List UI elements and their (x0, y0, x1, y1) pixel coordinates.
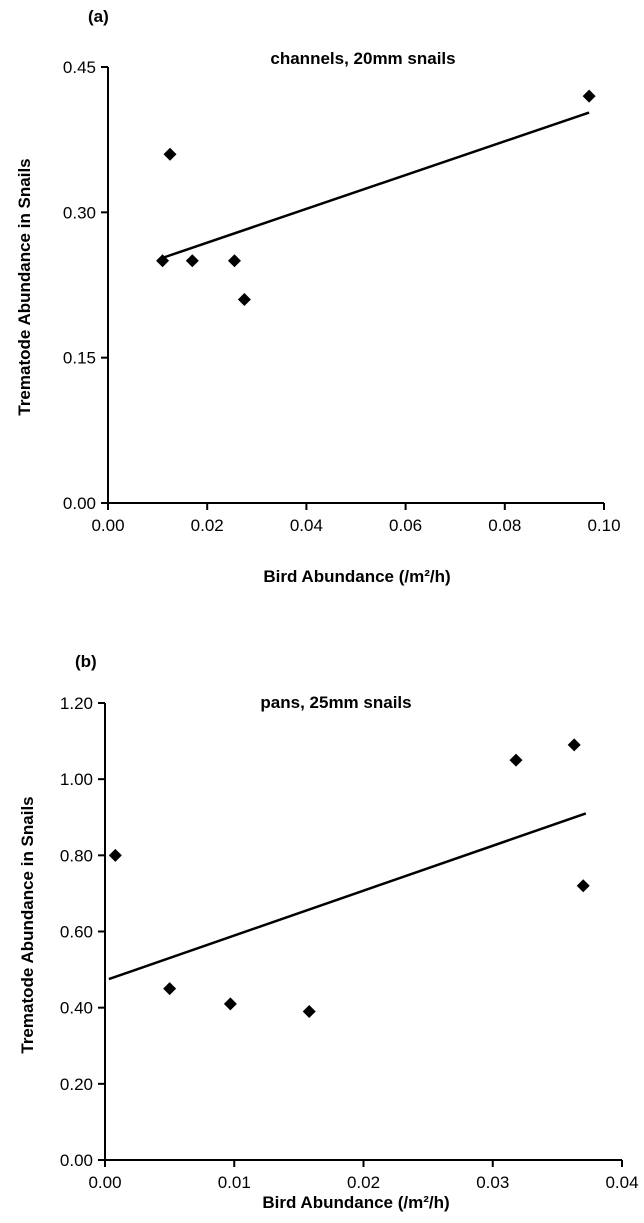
x-tick-label-a: 0.08 (488, 516, 521, 535)
y-axis-label-a: Trematode Abundance in Snails (15, 158, 34, 415)
trendline-a (162, 111, 590, 260)
y-tick-label-b: 0.60 (60, 923, 93, 942)
data-point-a (185, 254, 199, 268)
y-tick-label-a: 0.30 (63, 203, 96, 222)
x-tick-label-b: 0.02 (347, 1173, 380, 1192)
y-axis-label-b: Trematode Abundance in Snails (18, 796, 37, 1053)
x-tick-label-a: 0.10 (587, 516, 620, 535)
y-tick-label-b: 0.40 (60, 999, 93, 1018)
x-axis-label-a: Bird Abundance (/m²/h) (263, 567, 450, 586)
data-point-b (108, 848, 122, 862)
panel-label-b: (b) (75, 652, 97, 671)
y-tick-label-a: 0.15 (63, 349, 96, 368)
trendline-b (108, 812, 587, 981)
chart-title-b: pans, 25mm snails (260, 693, 411, 712)
x-tick-label-a: 0.04 (290, 516, 323, 535)
y-tick-label-b: 0.80 (60, 846, 93, 865)
y-tick-label-a: 0.00 (63, 494, 96, 513)
x-axis-label-b: Bird Abundance (/m²/h) (262, 1193, 449, 1212)
y-tick-label-a: 0.45 (63, 58, 96, 77)
y-tick-label-b: 1.20 (60, 694, 93, 713)
data-point-b (163, 982, 177, 996)
y-tick-label-b: 0.00 (60, 1151, 93, 1170)
data-point-a (227, 254, 241, 268)
x-tick-label-a: 0.00 (91, 516, 124, 535)
data-point-b (302, 1004, 316, 1018)
data-point-b (576, 879, 590, 893)
data-point-a (237, 293, 251, 307)
data-point-b (509, 753, 523, 767)
x-tick-label-b: 0.03 (476, 1173, 509, 1192)
panel-a: (a) channels, 20mm snails Trematode Abun… (15, 7, 621, 586)
data-point-b (223, 997, 237, 1011)
data-point-b (567, 738, 581, 752)
x-tick-label-b: 0.00 (88, 1173, 121, 1192)
x-tick-label-a: 0.02 (191, 516, 224, 535)
x-tick-label-a: 0.06 (389, 516, 422, 535)
panel-b: (b) pans, 25mm snails Trematode Abundanc… (18, 652, 639, 1212)
y-tick-label-b: 1.00 (60, 770, 93, 789)
panel-label-a: (a) (88, 7, 109, 26)
y-tick-label-b: 0.20 (60, 1075, 93, 1094)
data-point-a (582, 89, 596, 103)
chart-title-a: channels, 20mm snails (270, 49, 455, 68)
data-point-a (156, 254, 170, 268)
x-tick-label-b: 0.01 (218, 1173, 251, 1192)
x-tick-label-b: 0.04 (605, 1173, 638, 1192)
data-point-a (163, 147, 177, 161)
